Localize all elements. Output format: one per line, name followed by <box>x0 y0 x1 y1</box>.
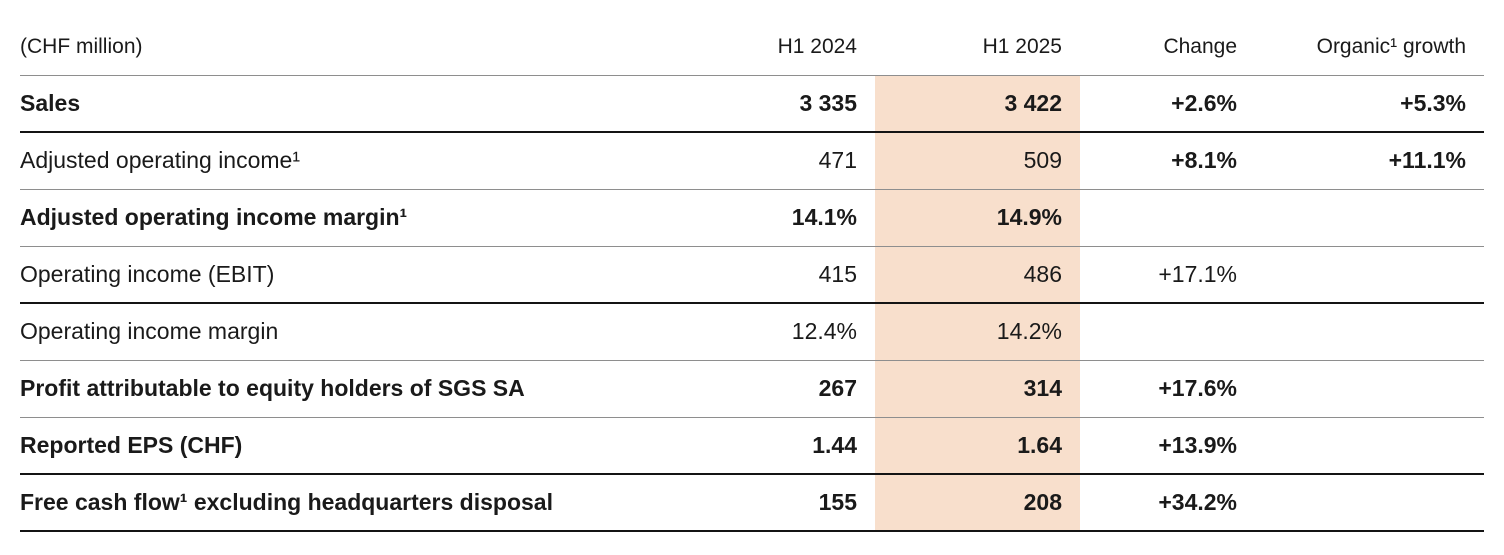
value-h1-2024: 155 <box>710 474 875 532</box>
value-h1-2024: 471 <box>710 132 875 190</box>
value-h1-2025: 314 <box>875 360 1080 418</box>
value-h1-2024: 14.1% <box>710 189 875 247</box>
financial-results-table: (CHF million) H1 2024 H1 2025 Change Org… <box>20 0 1484 532</box>
value-h1-2025: 509 <box>875 132 1080 190</box>
value-organic-growth: +5.3% <box>1255 75 1484 133</box>
column-header-organic-growth: Organic¹ growth <box>1255 0 1484 76</box>
value-organic-growth <box>1255 417 1484 475</box>
value-change: +17.6% <box>1080 360 1255 418</box>
value-change: +34.2% <box>1080 474 1255 532</box>
value-organic-growth <box>1255 474 1484 532</box>
column-header-h1-2025: H1 2025 <box>875 0 1080 76</box>
value-change <box>1080 189 1255 247</box>
value-organic-growth <box>1255 246 1484 304</box>
row-label: Adjusted operating income margin¹ <box>20 189 710 247</box>
table-row-operating-income-margin: Operating income margin 12.4% 14.2% <box>20 303 1484 361</box>
table-row-adjusted-operating-income: Adjusted operating income¹ 471 509 +8.1%… <box>20 132 1484 190</box>
column-header-change: Change <box>1080 0 1255 76</box>
unit-label: (CHF million) <box>20 0 710 76</box>
value-h1-2025: 3 422 <box>875 75 1080 133</box>
row-label: Adjusted operating income¹ <box>20 132 710 190</box>
value-h1-2024: 3 335 <box>710 75 875 133</box>
table-row-operating-income-ebit: Operating income (EBIT) 415 486 +17.1% <box>20 246 1484 304</box>
table-row-profit-attributable: Profit attributable to equity holders of… <box>20 360 1484 418</box>
value-h1-2025: 14.2% <box>875 303 1080 361</box>
value-change <box>1080 303 1255 361</box>
row-label: Operating income (EBIT) <box>20 246 710 304</box>
value-organic-growth <box>1255 360 1484 418</box>
table-row-free-cash-flow: Free cash flow¹ excluding headquarters d… <box>20 474 1484 532</box>
table-header: (CHF million) H1 2024 H1 2025 Change Org… <box>20 0 1484 76</box>
value-organic-growth: +11.1% <box>1255 132 1484 190</box>
table-body: Sales 3 335 3 422 +2.6% +5.3% Adjusted o… <box>20 75 1484 532</box>
column-header-h1-2024: H1 2024 <box>710 0 875 76</box>
row-label: Reported EPS (CHF) <box>20 417 710 475</box>
row-label: Profit attributable to equity holders of… <box>20 360 710 418</box>
table-row-adjusted-operating-income-margin: Adjusted operating income margin¹ 14.1% … <box>20 189 1484 247</box>
row-label: Operating income margin <box>20 303 710 361</box>
value-change: +13.9% <box>1080 417 1255 475</box>
table-row-reported-eps: Reported EPS (CHF) 1.44 1.64 +13.9% <box>20 417 1484 475</box>
value-organic-growth <box>1255 189 1484 247</box>
value-h1-2025: 1.64 <box>875 417 1080 475</box>
row-label: Sales <box>20 75 710 133</box>
row-label: Free cash flow¹ excluding headquarters d… <box>20 474 710 532</box>
value-change: +17.1% <box>1080 246 1255 304</box>
value-h1-2024: 1.44 <box>710 417 875 475</box>
table-row-sales: Sales 3 335 3 422 +2.6% +5.3% <box>20 75 1484 133</box>
value-change: +8.1% <box>1080 132 1255 190</box>
value-organic-growth <box>1255 303 1484 361</box>
value-h1-2025: 208 <box>875 474 1080 532</box>
value-change: +2.6% <box>1080 75 1255 133</box>
value-h1-2024: 415 <box>710 246 875 304</box>
value-h1-2024: 267 <box>710 360 875 418</box>
value-h1-2025: 14.9% <box>875 189 1080 247</box>
value-h1-2025: 486 <box>875 246 1080 304</box>
header-row: (CHF million) H1 2024 H1 2025 Change Org… <box>20 0 1484 76</box>
value-h1-2024: 12.4% <box>710 303 875 361</box>
